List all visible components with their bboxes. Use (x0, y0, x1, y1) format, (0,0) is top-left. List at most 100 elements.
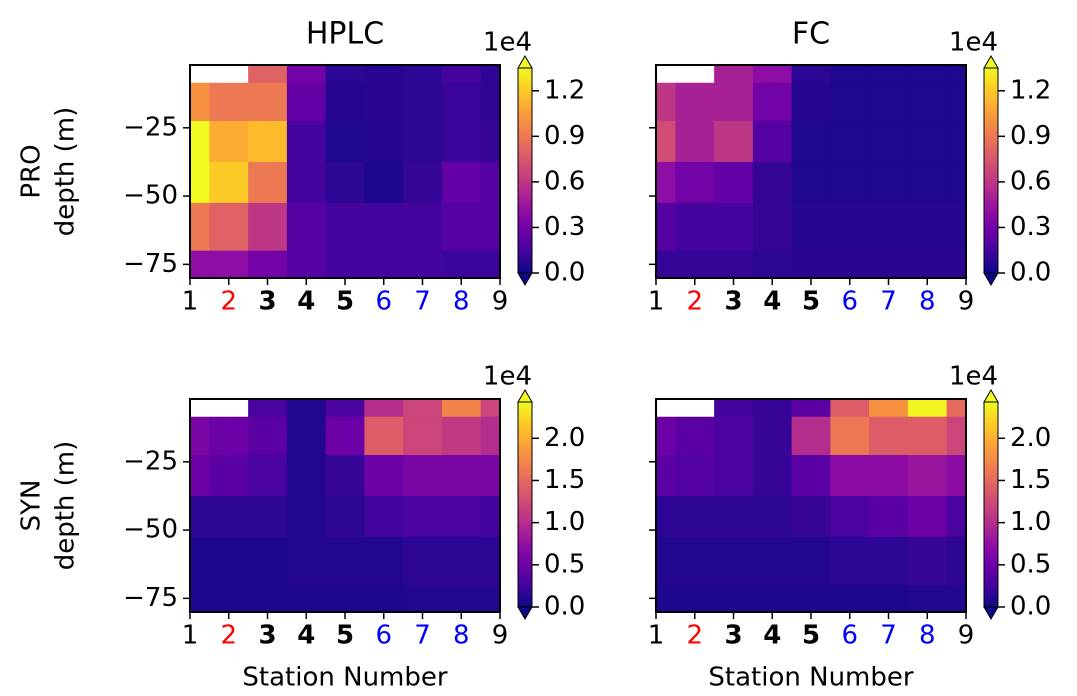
colorbar-tick-label: 0.3 (544, 212, 585, 242)
contour-cell (714, 161, 754, 204)
contour-cell (714, 495, 754, 538)
contour-cell (190, 161, 210, 204)
contour-cell (480, 202, 500, 252)
contour-cell (946, 536, 966, 586)
contour-cell (209, 120, 249, 163)
contour-cell (209, 250, 249, 278)
contour-cell (791, 536, 831, 586)
contour-cell (791, 399, 831, 418)
contour-cell (286, 161, 327, 204)
x-tick-label: 9 (958, 621, 975, 651)
colorbar-frame (983, 67, 999, 274)
contour-cell (752, 416, 793, 456)
contour-cell (190, 202, 210, 252)
contour-cell (946, 161, 966, 204)
contour-cell (907, 399, 948, 418)
contour-cell (325, 202, 365, 252)
x-tick-label: 5 (336, 621, 354, 651)
contour-cell (286, 82, 327, 122)
x-tick-label: 6 (375, 287, 392, 317)
x-tick-label: 5 (336, 287, 354, 317)
contour-cell (364, 120, 404, 163)
contour-cell (286, 250, 327, 278)
contour-cell (480, 65, 500, 84)
contour-cell (403, 416, 443, 456)
contour-cell (325, 536, 365, 586)
contour-cell (190, 495, 210, 538)
contour-cell (441, 536, 482, 586)
contour-cell (248, 495, 288, 538)
colorbar-tick-label: 0.0 (544, 258, 585, 288)
y-axis-label: depth (m) (51, 441, 81, 571)
colorbar-frame (517, 401, 533, 608)
contour-cell (209, 161, 249, 204)
contour-cell (209, 416, 249, 456)
contour-cell (907, 65, 948, 84)
contour-cell (325, 250, 365, 278)
contour-cell (714, 82, 754, 122)
contour-cell (946, 454, 966, 497)
contour-field (190, 399, 500, 612)
x-tick-label: 6 (841, 621, 858, 651)
contour-cell (441, 202, 482, 252)
x-tick-label: 2 (220, 621, 237, 651)
contour-cell (675, 82, 715, 122)
contour-cell (869, 202, 909, 252)
contour-cell (286, 454, 327, 497)
colorbar-tick-label: 1.5 (1010, 465, 1051, 495)
contour-cell (752, 202, 793, 252)
contour-cell (656, 120, 676, 163)
colorbar-offset: 1e4 (949, 28, 998, 58)
colorbar-tick-label: 1.2 (1010, 75, 1051, 105)
contour-cell (752, 536, 793, 586)
contour-cell (441, 454, 482, 497)
colorbar-tick-label: 0.0 (1010, 258, 1051, 288)
colorbar-extend-top (517, 55, 533, 69)
x-tick-label: 3 (258, 621, 276, 651)
x-tick-label: 4 (763, 287, 781, 317)
contour-cell (325, 416, 365, 456)
contour-cell (869, 161, 909, 204)
contour-cell (752, 65, 793, 84)
colorbar-extend-bottom (517, 272, 533, 286)
contour-cell (752, 250, 793, 278)
x-tick-label: 1 (648, 287, 665, 317)
colorbar-tick-label: 0.9 (1010, 121, 1051, 151)
y-tick-label: −75 (123, 583, 178, 613)
contour-cell (791, 416, 831, 456)
contour-cell (480, 536, 500, 586)
contour-cell (714, 454, 754, 497)
contour-cell (248, 65, 288, 84)
colorbar-offset: 1e4 (483, 362, 532, 392)
panel-title: FC (792, 17, 830, 52)
colorbar-tick-label: 0.0 (544, 592, 585, 622)
x-tick-label: 8 (453, 287, 470, 317)
contour-cell (441, 250, 482, 278)
contour-cell (248, 584, 288, 612)
contour-cell (248, 416, 288, 456)
contour-cell (248, 250, 288, 278)
contour-cell (791, 584, 831, 612)
contour-cell (403, 584, 443, 612)
colorbar-tick-label: 0.5 (544, 549, 585, 579)
contour-cell (907, 82, 948, 122)
contour-cell (403, 65, 443, 84)
contour-cell (286, 202, 327, 252)
contour-cell (791, 202, 831, 252)
contour-cell (403, 250, 443, 278)
contour-cell (364, 250, 404, 278)
x-tick-label: 1 (182, 621, 199, 651)
contour-cell (403, 82, 443, 122)
x-tick-label: 9 (958, 287, 975, 317)
contour-cell (403, 495, 443, 538)
contour-cell (248, 454, 288, 497)
contour-cell (907, 250, 948, 278)
contour-cell (209, 495, 249, 538)
contour-cell (209, 202, 249, 252)
contour-cell (364, 584, 404, 612)
colorbar-tick-label: 2.0 (544, 423, 585, 453)
contour-cell (286, 120, 327, 163)
contour-cell (656, 202, 676, 252)
x-tick-label: 2 (686, 621, 703, 651)
x-tick-label: 6 (841, 287, 858, 317)
